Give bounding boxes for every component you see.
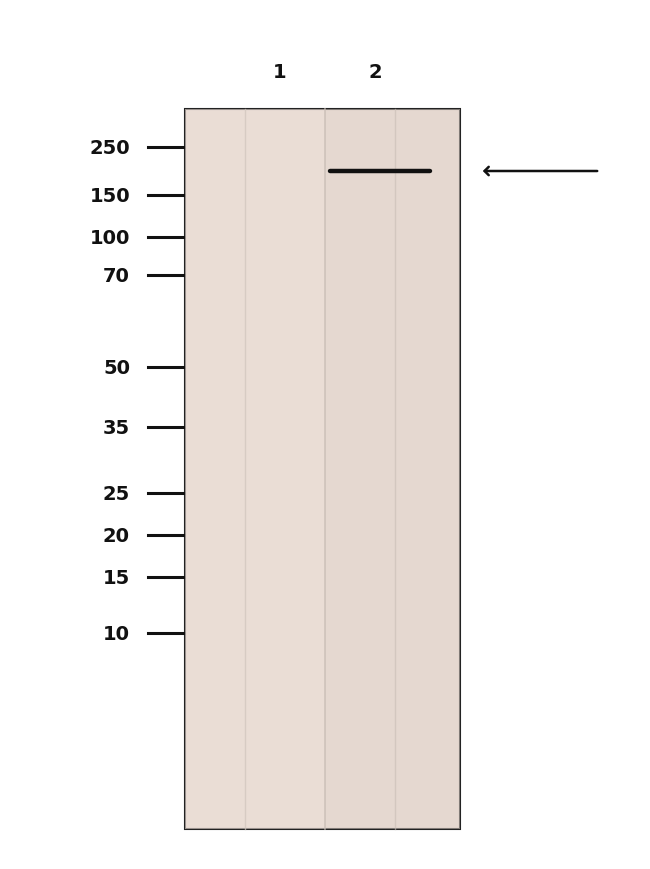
Text: 100: 100	[90, 229, 130, 247]
Bar	[185, 109, 460, 829]
Text: 10: 10	[103, 624, 130, 643]
Text: 150: 150	[90, 186, 130, 205]
Text: 2: 2	[368, 63, 382, 82]
Text: 50: 50	[103, 358, 130, 377]
Text: 35: 35	[103, 418, 130, 437]
Text: 15: 15	[103, 567, 130, 587]
Text: 250: 250	[90, 138, 130, 157]
Bar	[185, 109, 325, 829]
Text: 70: 70	[103, 266, 130, 285]
Text: 20: 20	[103, 526, 130, 545]
Bar	[325, 109, 460, 829]
Text: 1: 1	[273, 63, 287, 82]
Text: 25: 25	[103, 484, 130, 503]
